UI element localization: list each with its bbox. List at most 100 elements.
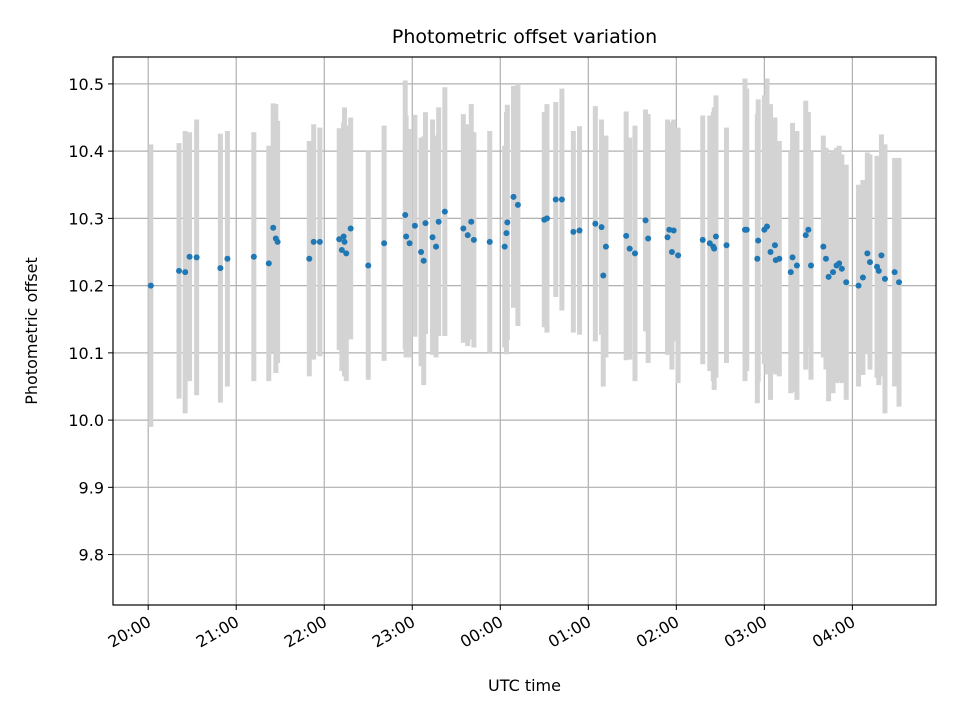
data-point	[675, 252, 682, 259]
x-tick-label: 02:00	[633, 612, 682, 652]
data-point	[754, 255, 761, 262]
data-point	[468, 218, 475, 225]
data-point	[402, 212, 409, 219]
data-point	[822, 255, 829, 262]
data-point	[864, 250, 871, 257]
data-point	[433, 243, 440, 250]
data-point	[664, 234, 671, 241]
data-point	[406, 240, 413, 247]
data-point	[411, 222, 418, 229]
data-point	[470, 236, 477, 243]
data-point	[510, 193, 517, 200]
data-point	[552, 196, 559, 203]
data-point	[743, 226, 750, 233]
data-point	[600, 272, 607, 279]
x-axis-label: UTC time	[488, 676, 561, 695]
data-point	[464, 232, 471, 239]
data-point	[787, 269, 794, 276]
y-tick-label: 9.9	[79, 478, 104, 497]
data-point	[712, 233, 719, 240]
data-point	[503, 230, 510, 237]
data-point	[891, 269, 898, 276]
data-point	[365, 262, 372, 269]
data-points	[147, 193, 903, 289]
data-point	[250, 253, 257, 260]
x-tick-label: 01:00	[545, 612, 594, 652]
data-point	[645, 235, 652, 242]
data-point	[598, 224, 605, 231]
y-tick-label: 10.2	[68, 277, 104, 296]
data-point	[514, 201, 521, 208]
data-point	[441, 208, 448, 215]
data-point	[418, 248, 425, 255]
data-point	[310, 238, 317, 245]
data-point	[776, 255, 783, 262]
data-point	[422, 220, 429, 227]
data-point	[896, 279, 903, 286]
data-point	[763, 223, 770, 230]
y-tick-label: 10.5	[68, 75, 104, 94]
data-point	[420, 257, 427, 264]
data-point	[723, 242, 730, 249]
data-point	[338, 246, 345, 253]
data-point	[270, 224, 277, 231]
data-point	[881, 275, 888, 282]
data-point	[866, 259, 873, 266]
data-point	[711, 245, 718, 252]
data-point	[460, 225, 467, 232]
data-point	[836, 260, 843, 267]
data-point	[347, 225, 354, 232]
data-point	[274, 238, 281, 245]
data-point	[699, 236, 706, 243]
data-point	[403, 233, 410, 240]
data-point	[182, 269, 189, 276]
data-point	[642, 217, 649, 224]
data-point	[486, 238, 493, 245]
x-tick-label: 00:00	[457, 612, 506, 652]
data-point	[340, 233, 347, 240]
data-point	[859, 274, 866, 281]
data-point	[878, 252, 885, 259]
data-point	[316, 238, 323, 245]
y-tick-label: 10.0	[68, 411, 104, 430]
data-point	[602, 243, 609, 250]
y-tick-label: 10.1	[68, 344, 104, 363]
data-point	[670, 227, 677, 234]
data-point	[668, 248, 675, 255]
y-tick-label: 10.4	[68, 142, 104, 161]
data-point	[875, 267, 882, 274]
y-tick-label: 9.8	[79, 546, 104, 565]
data-point	[186, 253, 193, 260]
data-point	[767, 248, 774, 255]
data-point	[429, 234, 436, 241]
data-point	[793, 262, 800, 269]
data-point	[808, 262, 815, 269]
data-point	[626, 245, 633, 252]
x-tick-label: 04:00	[809, 612, 858, 652]
data-point	[193, 254, 200, 261]
data-point	[435, 218, 442, 225]
data-point	[217, 265, 224, 272]
data-point	[504, 219, 511, 226]
y-axis-label: Photometric offset	[22, 257, 41, 405]
error-bars	[148, 78, 902, 427]
x-axis-ticks: 20:00 21:00 22:00 23:00 00:00 01:00 02:00 03:00…	[105, 605, 858, 652]
data-point	[805, 226, 812, 233]
data-point	[176, 267, 183, 274]
data-point	[570, 228, 577, 235]
data-point	[381, 240, 388, 247]
data-point	[789, 254, 796, 261]
data-point	[224, 255, 231, 262]
y-axis-ticks: 9.8 9.9 10.0 10.1 10.2 10.3 10.4 10.5	[68, 75, 113, 565]
data-point	[771, 242, 778, 249]
x-tick-label: 03:00	[721, 612, 770, 652]
data-point	[623, 232, 630, 239]
data-point	[501, 243, 508, 250]
data-point	[147, 282, 154, 289]
x-tick-label: 23:00	[369, 612, 418, 652]
chart-title: Photometric offset variation	[392, 26, 657, 48]
data-point	[855, 282, 862, 289]
plot-frame	[112, 56, 937, 606]
data-point	[341, 238, 348, 245]
